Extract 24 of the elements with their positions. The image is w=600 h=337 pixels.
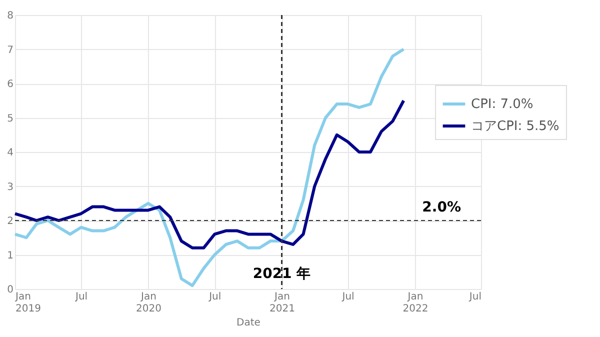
line-series xyxy=(14,99,406,250)
ref-line-label: 2.0% xyxy=(422,200,461,216)
line-series xyxy=(14,48,406,288)
x-tick-label: Jul xyxy=(468,292,482,302)
x-tick-label: Jan 2019 xyxy=(14,292,41,314)
legend-label: CPI: 7.0% xyxy=(471,97,534,112)
x-axis-title: Date xyxy=(236,318,260,328)
ref-line-label: 2021 年 xyxy=(252,266,311,282)
x-tick-label: Jul xyxy=(341,292,354,302)
y-tick-label: 1 xyxy=(7,250,14,262)
x-tick-label: Jan 2020 xyxy=(136,292,162,314)
y-tick-label: 5 xyxy=(7,113,14,124)
y-tick-label: 6 xyxy=(7,79,14,90)
y-tick-label: 2 xyxy=(7,216,14,227)
y-tick-label: 7 xyxy=(7,44,14,56)
x-tick-label: Jul xyxy=(74,292,88,302)
x-tick-label: Jan 2022 xyxy=(402,292,428,314)
y-tick-label: 4 xyxy=(7,148,14,158)
y-tick-label: 3 xyxy=(7,182,14,193)
y-tick-label: 0 xyxy=(7,284,14,296)
y-tick-label: 8 xyxy=(7,10,14,22)
x-tick-label: Jan 2021 xyxy=(270,292,295,314)
legend-label: コアCPI: 5.5% xyxy=(471,119,560,134)
x-tick-label: Jul xyxy=(208,292,222,302)
